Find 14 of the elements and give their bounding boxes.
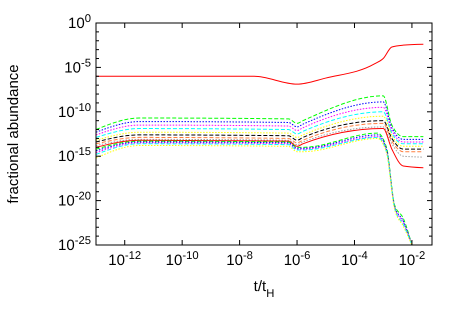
y-axis-title: fractional abundance — [5, 64, 22, 204]
x-tick-label: 10$^{-8}$ — [226, 250, 253, 269]
y-tick-label: 10$^{-10}$ — [58, 102, 91, 121]
y-tick-label: 10$^{-20}$ — [58, 190, 91, 210]
x-tick-label: 10$^{-10}$ — [166, 250, 199, 269]
x-axis-title: t/t$_{H}$ — [254, 278, 274, 300]
x-tick-label: 10$^{-12}$ — [108, 250, 142, 269]
y-tick-label: 10$^{-15}$ — [58, 146, 91, 166]
y-tick-label: 10$^{0}$ — [68, 13, 91, 32]
x-tick-label: 10$^{-2}$ — [398, 250, 426, 269]
x-tick-label: 10$^{-4}$ — [341, 250, 368, 269]
x-tick-label: 10$^{-6}$ — [284, 250, 310, 269]
y-tick-label: 10$^{-25}$ — [58, 235, 91, 254]
y-tick-label: 10$^{-5}$ — [64, 57, 91, 76]
